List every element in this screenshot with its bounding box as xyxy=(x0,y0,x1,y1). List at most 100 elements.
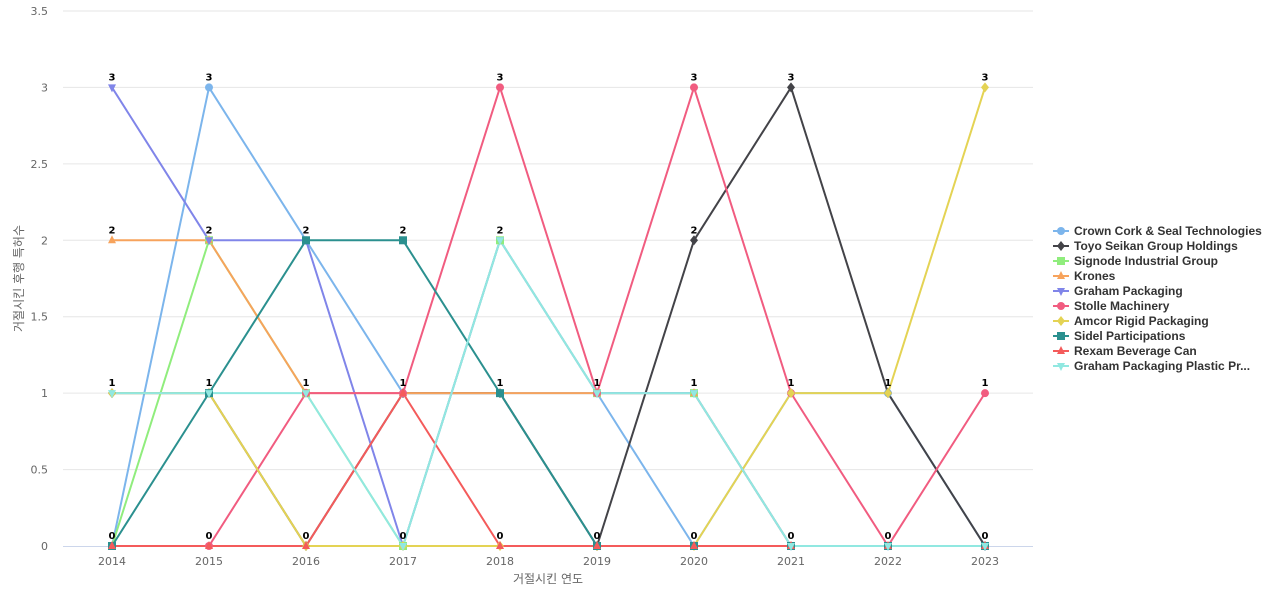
legend-marker[interactable] xyxy=(1057,257,1065,265)
y-tick-label: 1 xyxy=(41,387,48,400)
data-point[interactable] xyxy=(302,236,310,245)
legend-item[interactable]: Crown Cork & Seal Technologies xyxy=(1053,224,1262,238)
legend-item[interactable]: Amcor Rigid Packaging xyxy=(1053,314,1209,328)
data-label: 0 xyxy=(691,531,698,542)
legend-marker[interactable] xyxy=(1057,346,1065,354)
legend-label: Graham Packaging xyxy=(1074,284,1183,298)
data-point[interactable] xyxy=(496,389,504,398)
y-tick-label: 1.5 xyxy=(31,311,49,324)
series-line[interactable] xyxy=(111,239,986,547)
data-label: 3 xyxy=(109,72,116,83)
data-point[interactable] xyxy=(690,235,698,246)
data-label: 2 xyxy=(303,225,310,236)
legend-item[interactable]: Stolle Machinery xyxy=(1053,299,1170,313)
y-axis-ticks: 0 0.5 1 1.5 2 2.5 3 3.5 xyxy=(31,5,49,553)
data-point[interactable] xyxy=(593,541,601,549)
data-label: 0 xyxy=(400,531,407,542)
data-point[interactable] xyxy=(884,543,892,551)
data-label: 0 xyxy=(497,531,504,542)
data-label: 0 xyxy=(206,531,213,542)
data-label: 0 xyxy=(109,531,116,542)
legend-item[interactable]: Toyo Seikan Group Holdings xyxy=(1053,239,1238,253)
data-point[interactable] xyxy=(496,83,504,92)
legend-item[interactable]: Krones xyxy=(1053,269,1116,283)
data-label: 1 xyxy=(109,378,116,389)
x-axis-title: 거절시킨 연도 xyxy=(513,572,583,586)
data-label: 1 xyxy=(206,378,213,389)
data-label: 1 xyxy=(982,378,989,389)
legend-label: Krones xyxy=(1074,269,1116,283)
data-label: 1 xyxy=(303,378,310,389)
legend-marker[interactable] xyxy=(1057,227,1065,235)
data-point[interactable] xyxy=(981,389,989,398)
data-labels: 3 2 1 0 3 2 1 0 2 1 0 2 1 0 3 2 1 0 1 0 3 2 1 0 3 1 0 1 0 3 1 0 xyxy=(109,72,989,542)
data-point[interactable] xyxy=(690,541,698,549)
legend-label: Graham Packaging Plastic Pr... xyxy=(1074,359,1250,373)
legend-label: Amcor Rigid Packaging xyxy=(1074,314,1209,328)
legend-label: Toyo Seikan Group Holdings xyxy=(1074,239,1238,253)
data-point[interactable] xyxy=(205,390,213,399)
data-label: 0 xyxy=(982,531,989,542)
data-label: 3 xyxy=(691,72,698,83)
data-point[interactable] xyxy=(787,82,795,93)
legend-marker[interactable] xyxy=(1057,332,1065,340)
data-point[interactable] xyxy=(981,82,989,93)
x-tick-label: 2020 xyxy=(680,555,708,568)
data-label: 2 xyxy=(497,225,504,236)
y-tick-label: 0 xyxy=(41,540,48,553)
data-point[interactable] xyxy=(399,236,407,245)
legend-marker[interactable] xyxy=(1057,288,1065,296)
legend-item[interactable]: Signode Industrial Group xyxy=(1053,254,1218,268)
data-label: 2 xyxy=(400,225,407,236)
data-label: 2 xyxy=(691,225,698,236)
data-point[interactable] xyxy=(399,543,407,551)
legend-marker[interactable] xyxy=(1057,363,1065,371)
data-point[interactable] xyxy=(399,388,407,397)
data-label: 1 xyxy=(788,378,795,389)
data-point[interactable] xyxy=(787,388,795,399)
y-tick-label: 2.5 xyxy=(31,158,49,171)
data-point[interactable] xyxy=(205,83,213,92)
x-tick-label: 2019 xyxy=(583,555,611,568)
series-markers xyxy=(108,82,989,551)
data-label: 1 xyxy=(400,378,407,389)
data-label: 3 xyxy=(206,72,213,83)
data-point[interactable] xyxy=(690,83,698,92)
legend-item[interactable]: Sidel Participations xyxy=(1053,329,1186,343)
data-point[interactable] xyxy=(787,543,795,551)
data-point[interactable] xyxy=(108,235,116,244)
data-label: 2 xyxy=(109,225,116,236)
data-point[interactable] xyxy=(205,541,213,549)
data-point[interactable] xyxy=(302,541,310,549)
legend-marker[interactable] xyxy=(1057,271,1065,279)
data-point[interactable] xyxy=(205,237,213,246)
data-point[interactable] xyxy=(884,388,892,399)
legend-item[interactable]: Graham Packaging Plastic Pr... xyxy=(1053,359,1250,373)
data-point[interactable] xyxy=(496,541,504,549)
data-point[interactable] xyxy=(593,390,601,399)
data-point[interactable] xyxy=(690,390,698,399)
x-tick-label: 2021 xyxy=(777,555,805,568)
data-label: 0 xyxy=(303,531,310,542)
data-label: 3 xyxy=(788,72,795,83)
data-point[interactable] xyxy=(496,237,504,246)
legend-marker[interactable] xyxy=(1057,241,1065,251)
x-tick-label: 2016 xyxy=(292,555,320,568)
legend-marker[interactable] xyxy=(1057,316,1065,326)
legend-marker[interactable] xyxy=(1057,302,1065,310)
data-label: 3 xyxy=(982,72,989,83)
data-point[interactable] xyxy=(981,543,989,551)
data-point[interactable] xyxy=(108,84,116,93)
legend-label: Signode Industrial Group xyxy=(1074,254,1218,268)
legend-label: Stolle Machinery xyxy=(1074,299,1170,313)
legend-item[interactable]: Graham Packaging xyxy=(1053,284,1183,298)
x-tick-label: 2014 xyxy=(98,555,126,568)
data-point[interactable] xyxy=(108,390,116,399)
data-point[interactable] xyxy=(108,541,116,549)
legend-item[interactable]: Rexam Beverage Can xyxy=(1053,344,1197,358)
data-point[interactable] xyxy=(302,390,310,399)
data-label: 1 xyxy=(691,378,698,389)
data-label: 3 xyxy=(497,72,504,83)
